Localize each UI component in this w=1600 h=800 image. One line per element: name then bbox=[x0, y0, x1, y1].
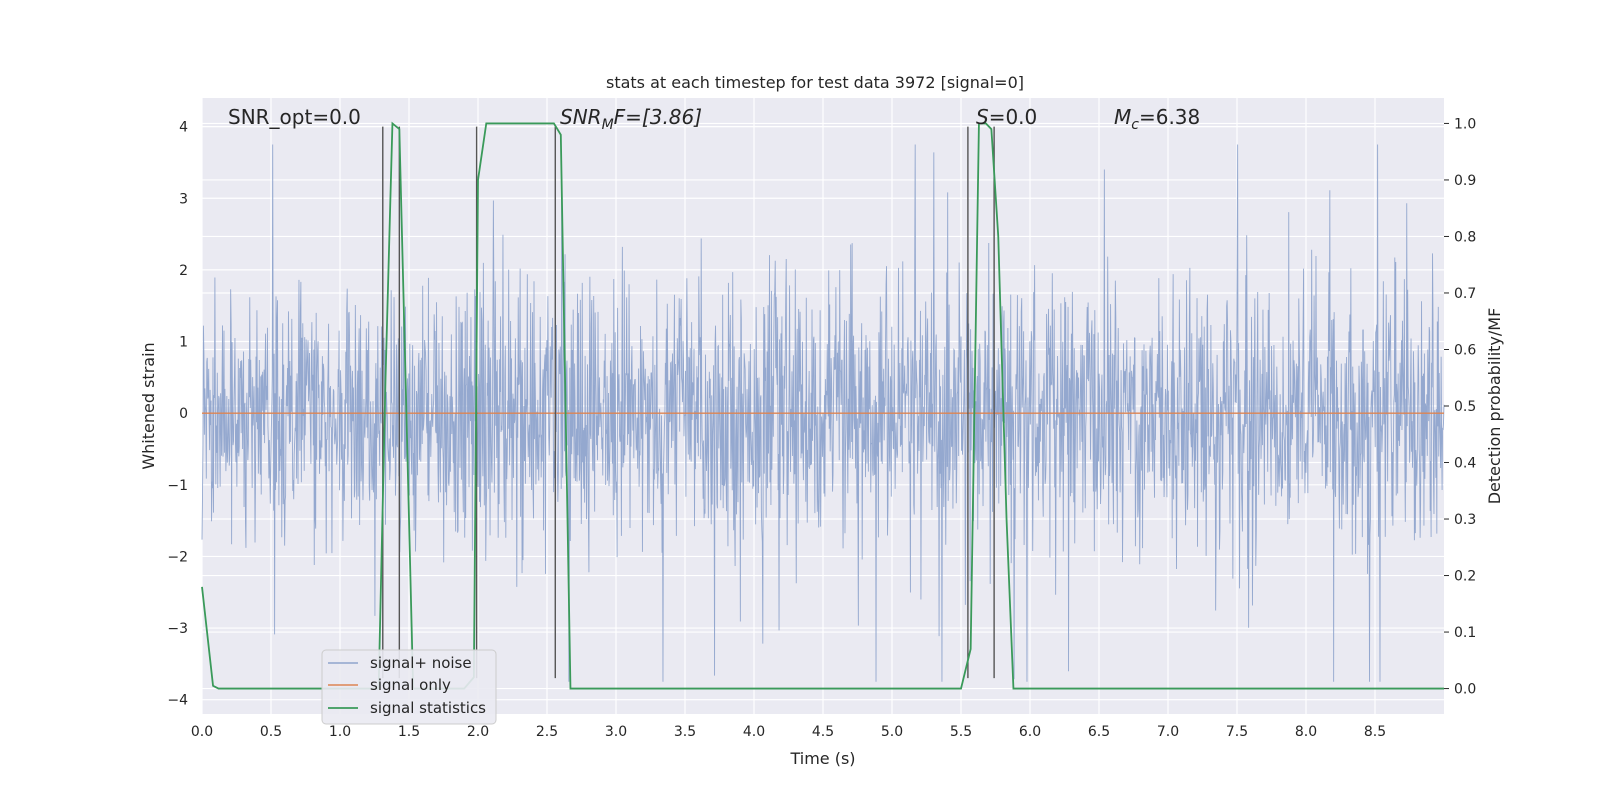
y-tick-label-right: 0.5 bbox=[1454, 399, 1476, 415]
legend-box bbox=[321, 649, 497, 725]
x-tick-label: 3.0 bbox=[605, 724, 627, 740]
x-tick-label: 7.5 bbox=[1226, 724, 1248, 740]
x-tick-label: 1.5 bbox=[398, 724, 420, 740]
legend-label-statistics: signal statistics bbox=[370, 699, 486, 717]
x-tick-label: 8.5 bbox=[1364, 724, 1386, 740]
annotation-snr-mf: SNRMF=[3.86] bbox=[560, 105, 702, 133]
x-axis-ticks: 0.0 0.5 1.0 1.5 2.0 2.5 3.0 3.5 4.0 4.5 5.0 5.5 6.0 6… bbox=[191, 724, 1386, 740]
y-tick-label-right: 0.0 bbox=[1454, 682, 1476, 698]
annotation-snr-opt: SNR_opt=0.0 bbox=[228, 105, 361, 129]
x-tick-label: 2.0 bbox=[467, 724, 489, 740]
y-tick-label-right: 0.2 bbox=[1454, 569, 1476, 585]
y-tick-label-left: −1 bbox=[167, 478, 188, 494]
x-tick-label: 6.0 bbox=[1019, 724, 1041, 740]
annotation-s: S=0.0 bbox=[976, 105, 1037, 129]
y-tick-label-left: 1 bbox=[179, 335, 188, 351]
x-tick-label: 7.0 bbox=[1157, 724, 1179, 740]
x-tick-label: 3.5 bbox=[674, 724, 696, 740]
x-tick-label: 4.0 bbox=[743, 724, 765, 740]
chart-title: stats at each timestep for test data 397… bbox=[606, 73, 1024, 92]
y-tick-label-right: 0.8 bbox=[1454, 229, 1476, 245]
y-tick-label-right: 1.0 bbox=[1454, 116, 1476, 132]
y-tick-label-right: 0.4 bbox=[1454, 456, 1476, 472]
y-axis-right-label: Detection probability/MF bbox=[1485, 308, 1504, 505]
y-tick-label-left: −4 bbox=[167, 693, 188, 709]
y-axis-right-ticks: 0.0 0.1 0.2 0.3 0.4 0.5 0.6 0.7 0.8 0.9 1.0 bbox=[1444, 116, 1476, 698]
y-tick-label-right: 0.3 bbox=[1454, 512, 1476, 528]
legend-label-noise: signal+ noise bbox=[370, 654, 472, 672]
y-axis-left-ticks: −4 −3 −2 −1 0 1 2 3 4 bbox=[167, 120, 188, 709]
legend: signal+ noise signal only signal statist… bbox=[321, 649, 497, 725]
x-tick-label: 1.0 bbox=[329, 724, 351, 740]
x-tick-label: 5.0 bbox=[881, 724, 903, 740]
x-tick-label: 0.0 bbox=[191, 724, 213, 740]
y-tick-label-left: −2 bbox=[167, 549, 188, 565]
x-tick-label: 6.5 bbox=[1088, 724, 1110, 740]
y-tick-label-left: 2 bbox=[179, 263, 188, 279]
legend-label-signal-only: signal only bbox=[370, 676, 451, 694]
annotation-mc: Mc=6.38 bbox=[1114, 105, 1200, 133]
y-tick-label-left: 0 bbox=[179, 406, 188, 422]
y-tick-label-left: −3 bbox=[167, 621, 188, 637]
x-tick-label: 0.5 bbox=[260, 724, 282, 740]
y-tick-label-left: 4 bbox=[179, 120, 188, 136]
y-tick-label-right: 0.9 bbox=[1454, 173, 1476, 189]
x-tick-label: 4.5 bbox=[812, 724, 834, 740]
x-axis-label: Time (s) bbox=[789, 749, 855, 768]
y-tick-label-right: 0.1 bbox=[1454, 625, 1476, 641]
y-tick-label-left: 3 bbox=[179, 191, 188, 207]
x-tick-label: 5.5 bbox=[950, 724, 972, 740]
vertical-markers bbox=[382, 126, 995, 679]
y-tick-label-right: 0.6 bbox=[1454, 342, 1476, 358]
y-tick-label-right: 0.7 bbox=[1454, 286, 1476, 302]
y-axis-left-label: Whitened strain bbox=[139, 342, 158, 469]
x-tick-label: 2.5 bbox=[536, 724, 558, 740]
x-tick-label: 8.0 bbox=[1295, 724, 1317, 740]
